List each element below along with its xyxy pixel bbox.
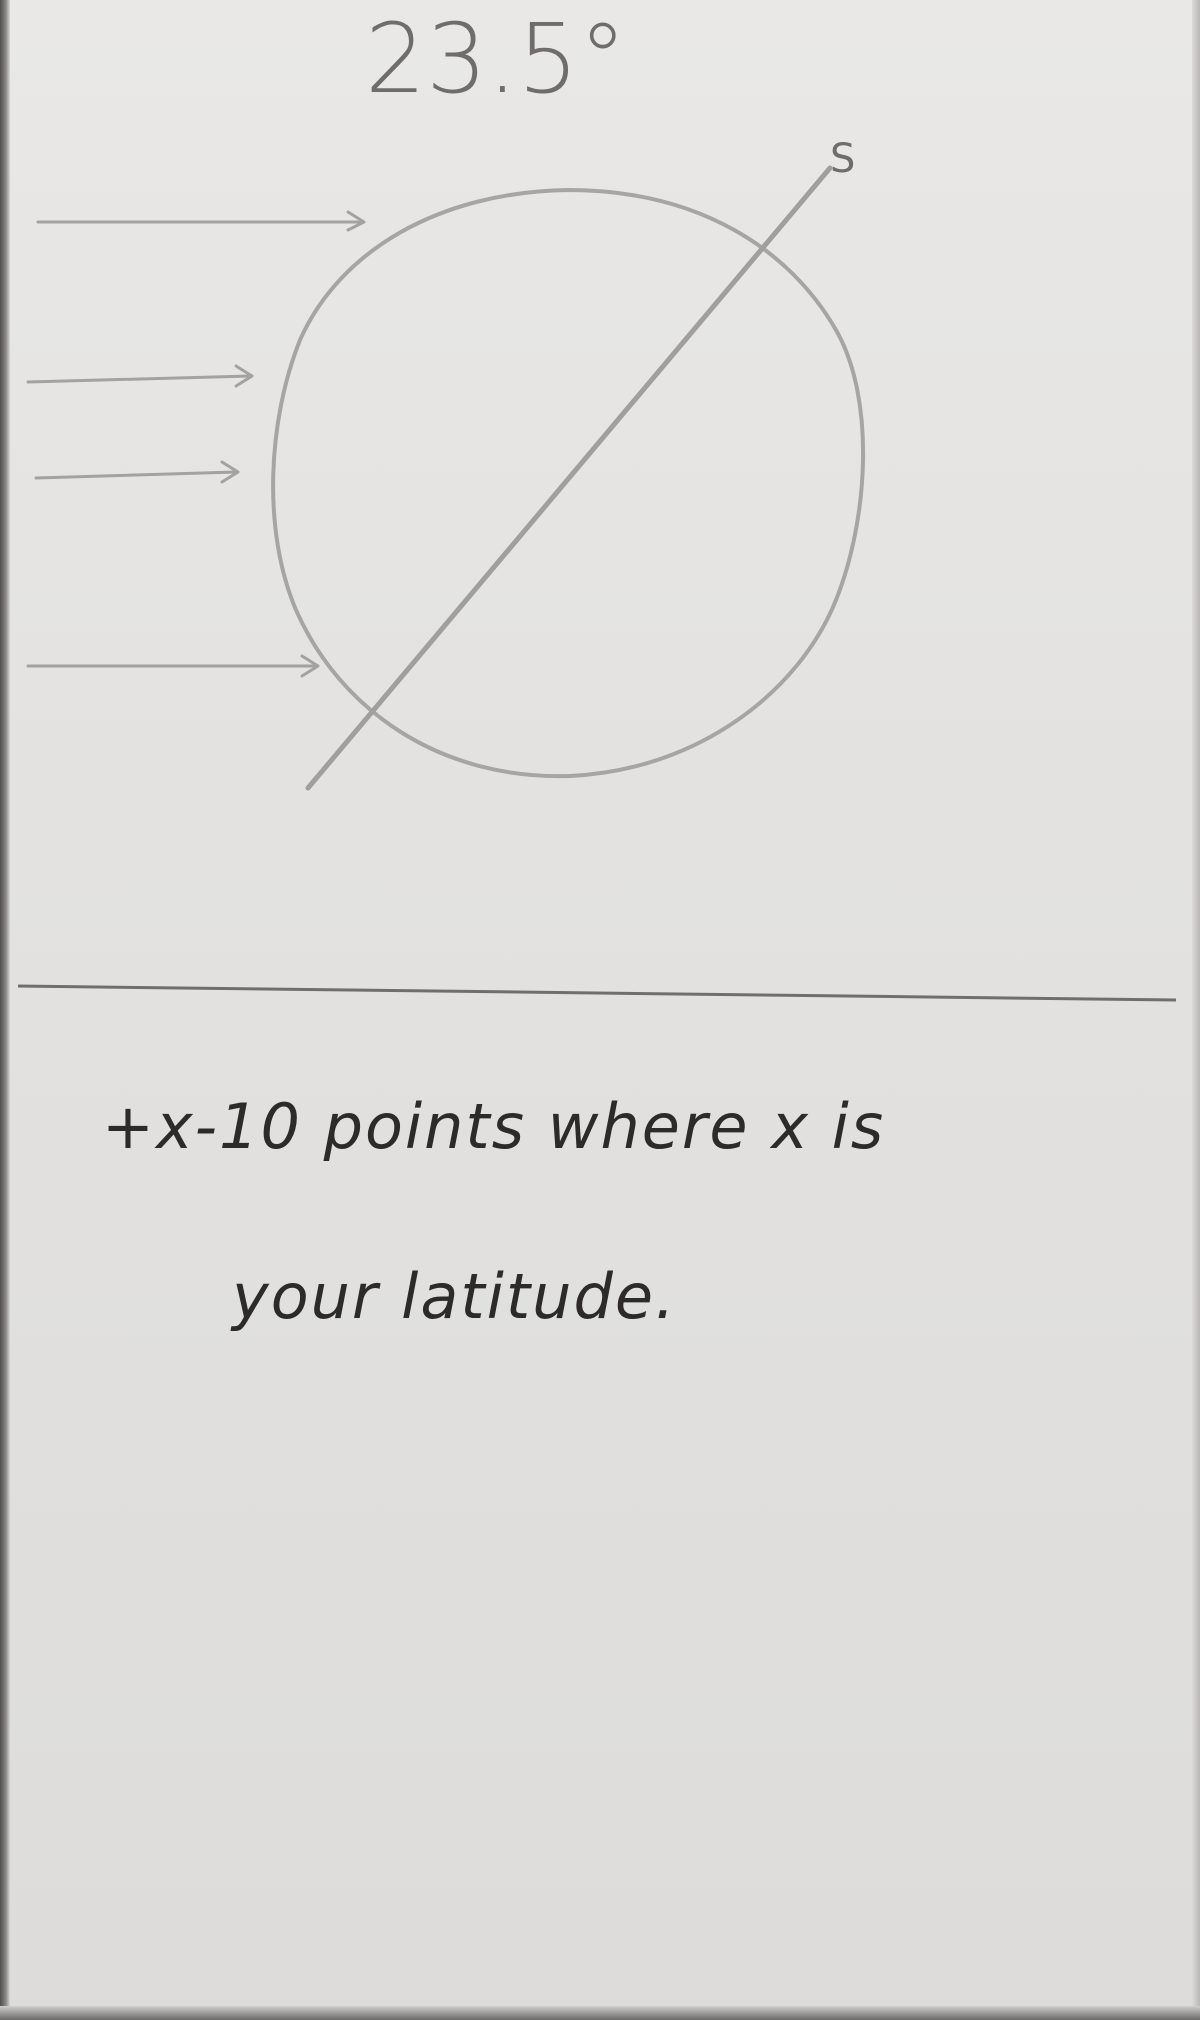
note-line-1: +x-10 points where x is (102, 1090, 885, 1163)
sun-ray-arrow (26, 654, 320, 678)
sun-ray-arrow (36, 210, 366, 232)
earth-axis-line (305, 165, 833, 791)
angle-label: 23.5° (365, 3, 627, 115)
card-right-edge (1192, 0, 1200, 2020)
sun-ray-arrow (34, 460, 240, 484)
card-left-edge (0, 0, 10, 2020)
card-bottom-edge (0, 2006, 1200, 2020)
note-line-2: your latitude. (230, 1260, 677, 1333)
card-divider-line (17, 984, 1177, 1002)
earth-circle (271, 187, 866, 779)
axis-pole-label: S (830, 136, 855, 182)
sun-ray-arrow (26, 364, 254, 388)
